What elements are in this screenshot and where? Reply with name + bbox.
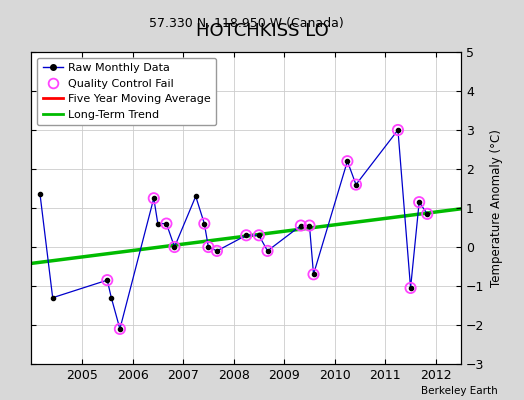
Point [264, 248, 272, 254]
Point [305, 222, 314, 229]
Text: Berkeley Earth: Berkeley Earth [421, 386, 498, 396]
Y-axis label: Temperature Anomaly (°C): Temperature Anomaly (°C) [490, 129, 503, 287]
Point [255, 232, 263, 238]
Point [407, 285, 415, 291]
Point [204, 244, 213, 250]
Point [116, 326, 124, 332]
Point [343, 158, 352, 164]
Point [170, 244, 179, 250]
Title: 57.330 N, 118.950 W (Canada): 57.330 N, 118.950 W (Canada) [149, 17, 344, 30]
Point [242, 232, 250, 238]
Point [423, 211, 431, 217]
Point [149, 195, 158, 202]
Point [394, 127, 402, 133]
Point [415, 199, 423, 205]
Point [309, 271, 318, 278]
Point [352, 182, 360, 188]
Point [200, 220, 209, 227]
Point [103, 277, 112, 283]
Point [162, 220, 171, 227]
Text: HOTCHKISS LO: HOTCHKISS LO [195, 22, 329, 40]
Point [297, 222, 305, 229]
Legend: Raw Monthly Data, Quality Control Fail, Five Year Moving Average, Long-Term Tren: Raw Monthly Data, Quality Control Fail, … [37, 58, 216, 125]
Point [213, 248, 221, 254]
